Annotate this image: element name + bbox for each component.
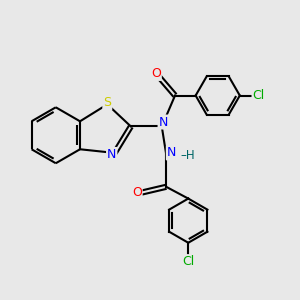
Text: S: S (103, 96, 111, 110)
Text: O: O (132, 186, 142, 199)
Text: –H: –H (180, 148, 195, 161)
Text: O: O (151, 67, 161, 80)
Text: Cl: Cl (182, 255, 194, 268)
Text: N: N (107, 148, 116, 161)
Text: Cl: Cl (253, 89, 265, 102)
Text: N: N (159, 116, 168, 128)
Text: N: N (167, 146, 176, 159)
